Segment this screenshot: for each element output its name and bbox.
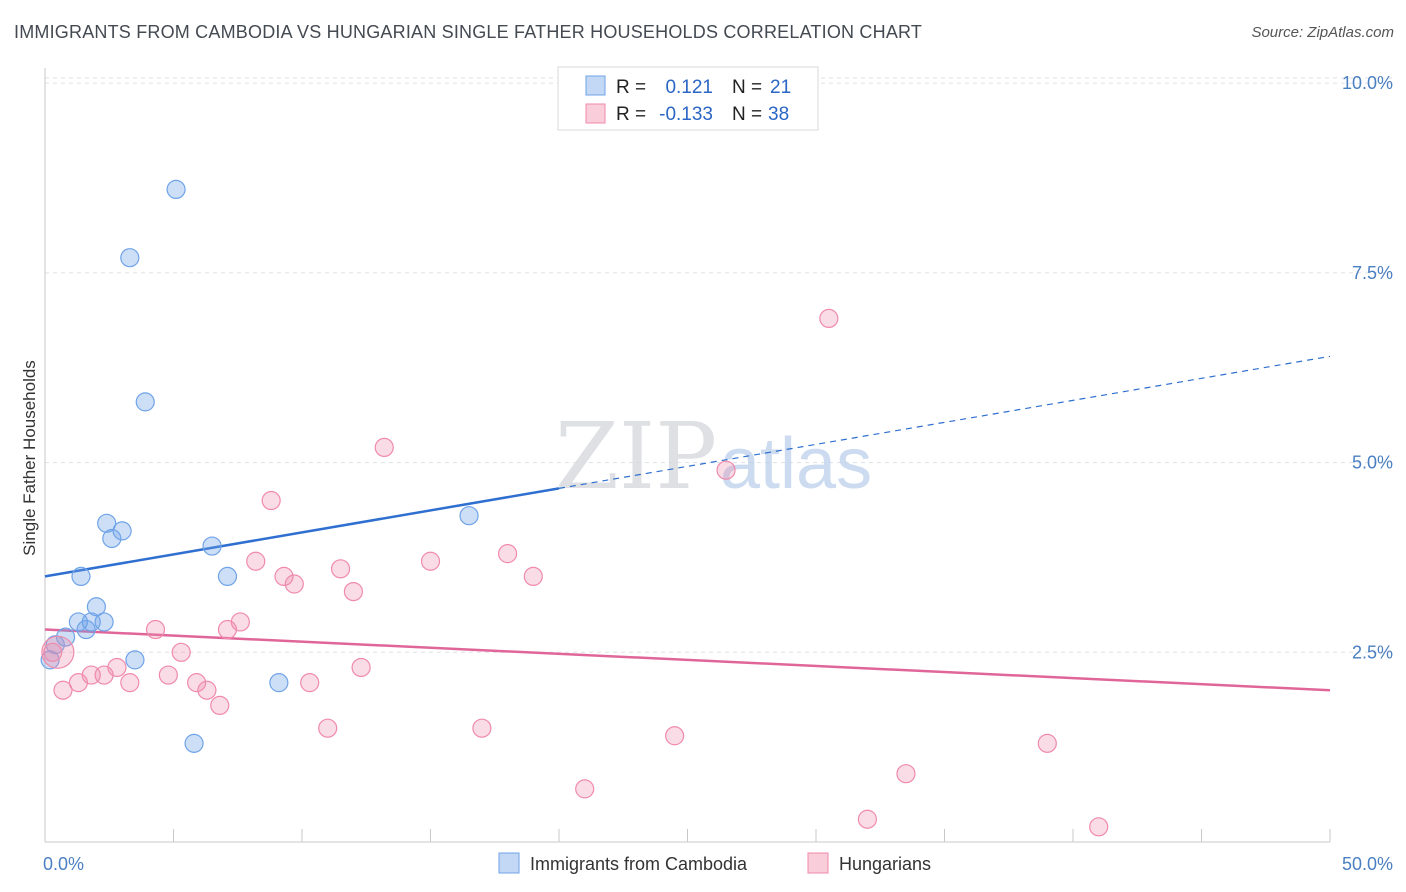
grid [45, 77, 1392, 653]
bottom-legend-label-cambodia: Immigrants from Cambodia [530, 854, 748, 874]
hungarian-point-25 [420, 551, 441, 571]
x-tick-labels: 0.0% 50.0% [43, 854, 1393, 874]
hungarian-point-7 [145, 619, 166, 640]
hungarian-point-28 [523, 566, 543, 587]
x-tick-label-max: 50.0% [1342, 854, 1393, 874]
legend-n-value-2: 38 [768, 104, 789, 125]
trend-lines [44, 355, 1331, 692]
cambodia-point-10 [102, 528, 122, 549]
cambodia-point-19 [269, 673, 289, 693]
hungarian-point-36 [1089, 817, 1109, 837]
hungarian-point-8 [158, 665, 178, 685]
legend-r-value-2: -0.133 [659, 104, 713, 125]
hungarian-point-22 [343, 581, 363, 602]
legend-n-label-2: N = [732, 104, 762, 125]
y-tick-label-2: 7.5% [1352, 263, 1393, 283]
hungarian-point-16 [261, 490, 281, 511]
hungarian-point-37 [41, 635, 75, 669]
y-tick-label-1: 5.0% [1352, 453, 1393, 473]
hungarian-point-21 [330, 559, 351, 579]
hungarian-point-32 [819, 308, 839, 329]
data-points [40, 179, 1109, 837]
legend-n-value-1: 21 [770, 77, 791, 98]
cambodia-point-11 [112, 521, 132, 541]
y-tick-label-0: 2.5% [1352, 642, 1393, 662]
cambodia-point-0 [40, 650, 60, 670]
y-tick-label-3: 10.0% [1342, 73, 1393, 93]
legend-r-value-1: 0.121 [665, 77, 713, 98]
trend-line-dashed-0 [558, 355, 1331, 489]
cambodia-point-1 [45, 635, 65, 655]
hungarian-point-9 [171, 642, 191, 662]
cambodia-point-18 [217, 566, 238, 587]
cambodia-point-15 [166, 179, 186, 200]
trend-line-1 [44, 628, 1331, 692]
cambodia-point-12 [120, 248, 140, 268]
hungarian-point-12 [210, 695, 230, 716]
cambodia-point-20 [459, 506, 479, 526]
hungarian-point-10 [187, 673, 207, 693]
hungarian-point-30 [665, 726, 685, 746]
cambodia-point-7 [86, 597, 107, 617]
trend-line-0 [44, 487, 560, 578]
axes [44, 68, 1331, 843]
hungarian-point-24 [374, 437, 394, 458]
bottom-legend-swatch-cambodia [498, 852, 520, 874]
legend-r-label-1: R = [616, 77, 646, 98]
chart-title: IMMIGRANTS FROM CAMBODIA VS HUNGARIAN SI… [14, 22, 923, 42]
hungarian-point-15 [246, 551, 266, 571]
hungarian-point-1 [53, 680, 73, 700]
hungarian-point-17 [274, 566, 294, 587]
hungarian-point-34 [896, 764, 916, 784]
x-tick-label-min: 0.0% [43, 854, 84, 874]
cambodia-point-13 [125, 650, 145, 670]
bottom-legend: Immigrants from Cambodia Hungarians [498, 852, 931, 874]
hungarian-point-0 [43, 642, 63, 662]
y-tick-labels: 2.5% 5.0% 7.5% 10.0% [1342, 73, 1393, 662]
hungarian-point-6 [120, 673, 140, 693]
y-axis-label: Single Father Households [20, 360, 39, 556]
hungarian-point-11 [197, 680, 217, 700]
legend-box: R = 0.121 N = 21 R = -0.133 N = 38 [557, 66, 819, 131]
bottom-legend-swatch-hungarians [807, 852, 829, 874]
cambodia-point-8 [94, 612, 114, 632]
legend-swatch-hungarians [585, 103, 606, 124]
hungarian-point-18 [284, 574, 304, 594]
watermark-zip: ZIP [555, 403, 717, 510]
hungarian-point-20 [318, 718, 338, 738]
hungarian-point-19 [300, 673, 320, 693]
bottom-legend-label-hungarians: Hungarians [839, 854, 931, 874]
source-label: Source: ZipAtlas.com [1251, 24, 1394, 41]
cambodia-point-17 [202, 536, 222, 556]
legend-r-label-2: R = [616, 104, 646, 125]
hungarian-point-27 [498, 544, 518, 564]
hungarian-point-29 [575, 779, 595, 799]
legend-n-label-1: N = [732, 77, 762, 98]
legend-swatch-cambodia [585, 75, 606, 96]
hungarian-point-23 [351, 657, 371, 678]
hungarian-point-14 [230, 612, 250, 632]
hungarian-point-35 [1037, 733, 1057, 753]
cambodia-point-4 [71, 566, 91, 587]
cambodia-point-14 [135, 392, 155, 412]
hungarian-point-33 [857, 809, 878, 829]
watermark-atlas: atlas [720, 424, 872, 504]
cambodia-point-9 [97, 513, 117, 533]
cambodia-point-16 [184, 733, 204, 753]
hungarian-point-5 [107, 657, 127, 678]
hungarian-point-31 [716, 460, 736, 480]
hungarian-point-26 [472, 718, 492, 738]
